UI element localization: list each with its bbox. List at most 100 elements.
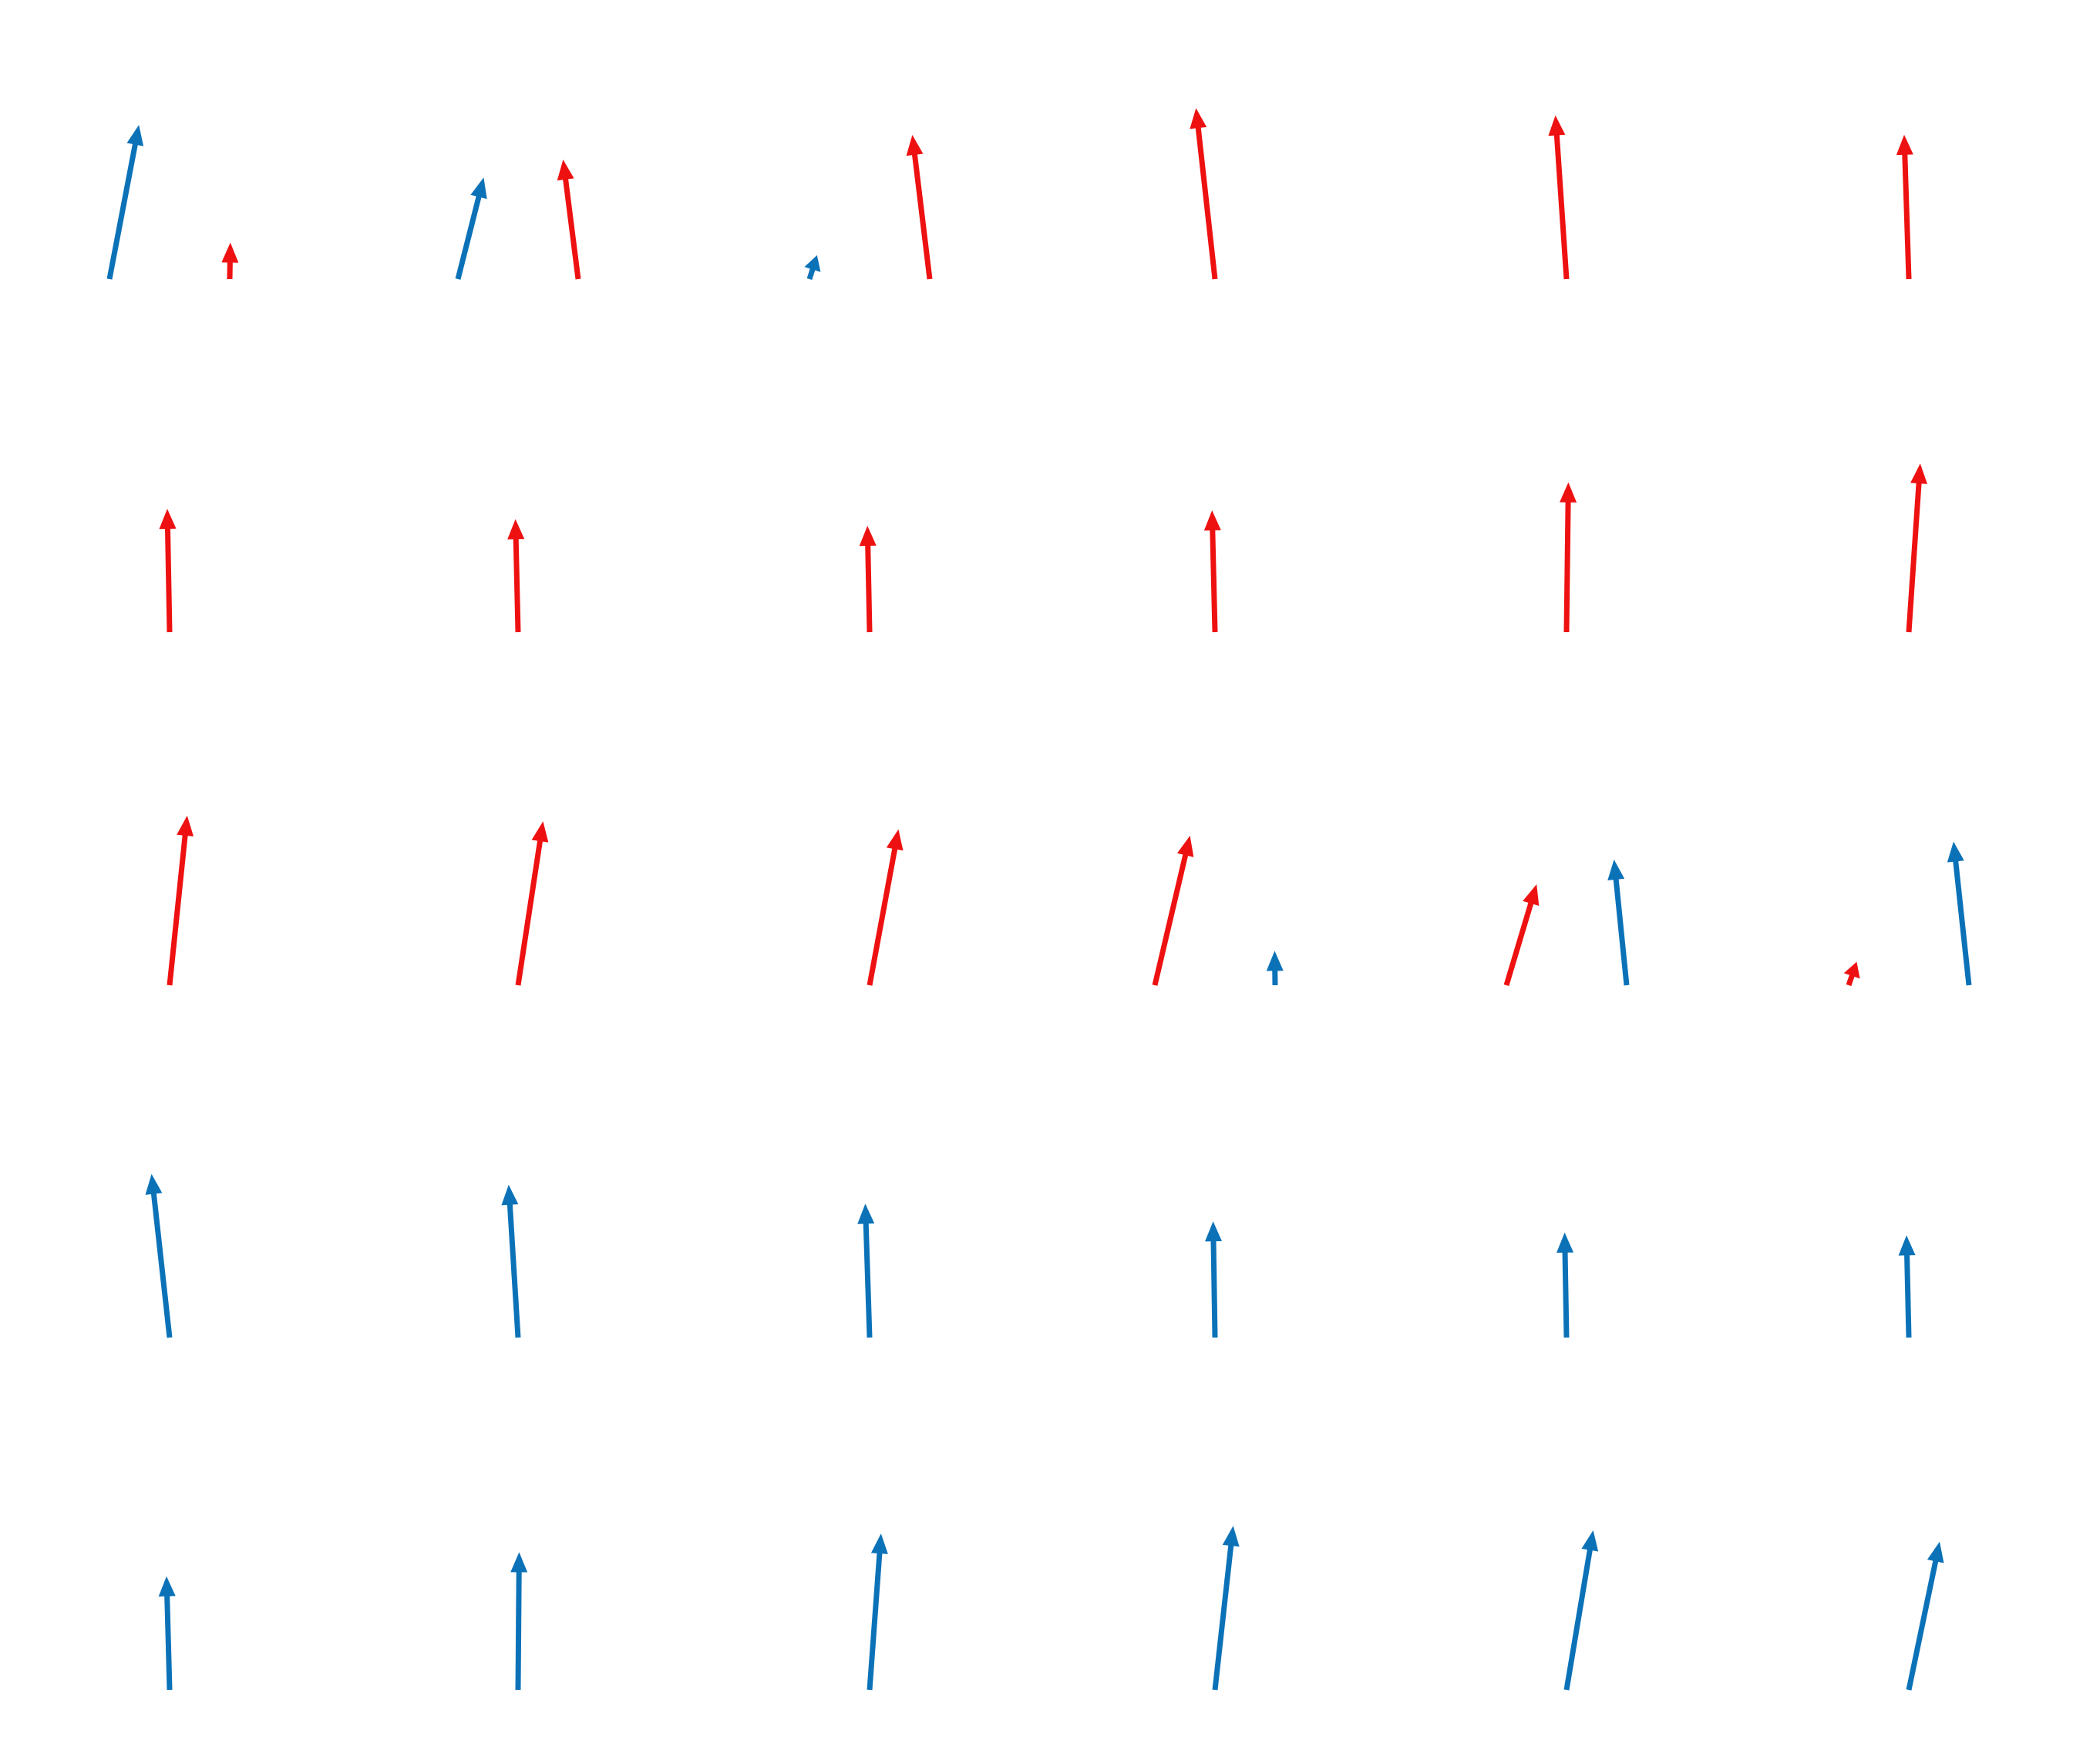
arrow-head bbox=[906, 135, 924, 156]
arrow-head bbox=[1176, 836, 1194, 857]
arrow-shaft bbox=[911, 153, 933, 280]
arrow-shaft bbox=[106, 142, 139, 280]
arrow-head bbox=[1898, 1235, 1916, 1256]
arrow-head bbox=[507, 519, 525, 540]
arrow-shaft bbox=[515, 1570, 522, 1691]
arrow-head bbox=[1222, 1526, 1240, 1547]
phasor-arrow-red bbox=[221, 242, 239, 280]
arrow-shaft bbox=[863, 1222, 873, 1338]
arrow-head bbox=[531, 821, 549, 843]
arrow-head bbox=[1581, 1530, 1599, 1552]
arrow-shaft bbox=[1210, 1240, 1218, 1338]
arrow-head bbox=[1266, 951, 1284, 971]
arrow-head bbox=[1560, 482, 1577, 503]
arrow-shaft bbox=[806, 267, 816, 281]
phasor-arrow-red bbox=[1503, 884, 1540, 987]
arrow-shaft bbox=[1563, 1548, 1594, 1691]
phasor-arrow-blue bbox=[867, 1533, 888, 1691]
arrow-head bbox=[1910, 463, 1928, 484]
phasor-arrow-red bbox=[515, 821, 549, 986]
arrow-shaft bbox=[1906, 481, 1922, 633]
phasor-arrow-red bbox=[1896, 134, 1913, 280]
arrow-shaft bbox=[455, 194, 482, 280]
arrow-shaft bbox=[1553, 133, 1570, 280]
arrow-shaft bbox=[515, 839, 544, 986]
arrow-shaft bbox=[1846, 973, 1856, 987]
phasor-arrow-blue bbox=[145, 1173, 173, 1338]
arrow-head bbox=[1556, 1232, 1574, 1253]
arrow-head bbox=[159, 509, 177, 530]
arrow-head bbox=[158, 1576, 176, 1597]
arrow-head bbox=[804, 255, 821, 272]
arrow-shaft bbox=[1503, 900, 1534, 987]
arrow-head bbox=[1548, 115, 1566, 136]
phasor-arrow-blue bbox=[158, 1576, 176, 1691]
arrow-shaft bbox=[562, 177, 581, 280]
arrow-head bbox=[510, 1552, 528, 1573]
phasor-arrow-blue bbox=[1607, 860, 1630, 986]
phasor-arrow-red bbox=[906, 135, 933, 280]
phasor-arrow-red bbox=[167, 816, 194, 986]
arrow-shaft bbox=[1904, 1254, 1912, 1338]
phasor-arrow-blue bbox=[1205, 1221, 1223, 1338]
arrow-head bbox=[857, 1203, 875, 1224]
phasor-arrow-red bbox=[1548, 115, 1570, 280]
arrow-head bbox=[501, 1184, 519, 1206]
arrow-head bbox=[221, 242, 239, 263]
phasor-arrow-red bbox=[1190, 108, 1218, 280]
phasor-arrow-red bbox=[507, 519, 525, 633]
arrow-shaft bbox=[164, 1594, 173, 1691]
arrow-shaft bbox=[1953, 860, 1972, 986]
phasor-arrow-blue bbox=[106, 125, 144, 280]
arrow-shaft bbox=[164, 527, 173, 633]
arrow-shaft bbox=[1152, 853, 1189, 986]
arrow-shaft bbox=[1210, 528, 1218, 633]
arrow-shaft bbox=[506, 1203, 521, 1338]
phasor-arrow-blue bbox=[510, 1552, 528, 1691]
phasor-arrow-red bbox=[867, 829, 904, 986]
arrow-head bbox=[470, 177, 487, 200]
arrow-shaft bbox=[1562, 1250, 1570, 1338]
arrow-layer bbox=[106, 108, 1972, 1691]
phasor-arrow-blue bbox=[1266, 951, 1284, 986]
arrow-shaft bbox=[1212, 1543, 1234, 1691]
phasor-arrow-blue bbox=[1563, 1530, 1599, 1691]
arrow-shaft bbox=[513, 537, 521, 633]
arrow-head bbox=[1203, 510, 1221, 531]
arrow-shaft bbox=[1195, 126, 1218, 280]
arrow-head bbox=[126, 125, 144, 146]
arrow-shaft bbox=[1613, 877, 1630, 986]
arrow-shaft bbox=[150, 1192, 173, 1338]
arrow-head bbox=[1843, 961, 1860, 979]
phasor-arrow-red bbox=[1906, 463, 1928, 633]
arrow-shaft bbox=[867, 1551, 883, 1691]
arrow-shaft bbox=[1563, 500, 1571, 633]
arrow-head bbox=[859, 526, 877, 547]
arrow-head bbox=[557, 160, 574, 181]
phasor-arrow-blue bbox=[1212, 1526, 1240, 1691]
arrow-head bbox=[1205, 1221, 1223, 1242]
phasor-arrow-blue bbox=[1906, 1541, 1944, 1691]
phasor-arrow-blue bbox=[1898, 1235, 1916, 1338]
phasor-arrow-blue bbox=[1556, 1232, 1574, 1338]
arrow-head bbox=[1607, 860, 1625, 880]
phasor-arrow-red bbox=[1203, 510, 1221, 633]
arrow-head bbox=[1523, 884, 1540, 907]
phasor-arrow-red bbox=[859, 526, 877, 633]
arrow-head bbox=[177, 816, 194, 836]
arrow-head bbox=[1190, 108, 1207, 130]
arrow-head bbox=[1896, 134, 1913, 156]
arrow-shaft bbox=[1906, 1559, 1939, 1691]
phasor-arrow-red bbox=[1560, 482, 1577, 633]
arrow-shaft bbox=[167, 833, 188, 986]
arrow-head bbox=[886, 829, 904, 851]
phasor-arrow-red bbox=[159, 509, 177, 633]
arrow-head bbox=[870, 1533, 888, 1554]
phasor-arrow-blue bbox=[857, 1203, 875, 1338]
phasor-arrow-blue bbox=[455, 177, 487, 280]
arrow-head bbox=[1927, 1541, 1944, 1563]
arrow-shaft bbox=[1902, 153, 1912, 280]
arrow-head bbox=[1947, 841, 1964, 863]
